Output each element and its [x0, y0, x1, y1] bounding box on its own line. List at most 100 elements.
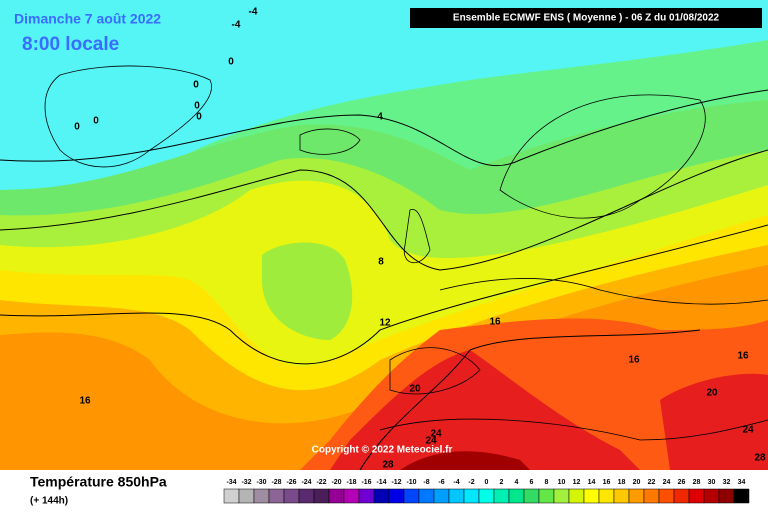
contour-label: 20: [706, 388, 718, 399]
isotherm: [359, 329, 701, 471]
colorbar-swatch: [328, 488, 345, 504]
contour-label: 28: [754, 453, 766, 464]
colorbar-swatch: [403, 488, 420, 504]
copyright: Copyright © 2022 Meteociel.fr: [312, 445, 453, 456]
colorbar-swatch: [523, 488, 540, 504]
coastlines: [44, 65, 768, 441]
contour-label: 0: [93, 116, 99, 127]
temperature-field: [0, 0, 768, 470]
colorbar-tick-label: 8: [545, 479, 549, 486]
colorbar-tick-label: 28: [693, 479, 701, 486]
contour-label: 0: [228, 57, 234, 68]
colorbar-swatch: [553, 488, 570, 504]
colorbar-swatch: [238, 488, 255, 504]
colorbar-swatch: [688, 488, 705, 504]
colorbar-swatch: [628, 488, 645, 504]
colorbar-tick-label: 32: [723, 479, 731, 486]
contour-label: 0: [194, 101, 200, 112]
colorbar-tick-label: -2: [468, 479, 474, 486]
colorbar-swatch: [583, 488, 600, 504]
colorbar-swatch: [538, 488, 555, 504]
contour-label: 28: [382, 460, 394, 471]
colorbar-tick-label: -32: [241, 479, 251, 486]
colorbar-swatch: [268, 488, 285, 504]
field-cool-pocket: [262, 242, 353, 340]
isotherm: [0, 89, 768, 167]
contour-label: 16: [737, 351, 749, 362]
colorbar-tick-label: -30: [256, 479, 266, 486]
colorbar-tick-label: -20: [331, 479, 341, 486]
model-info: Ensemble ECMWF ENS ( Moyenne ) - 06 Z du…: [453, 13, 720, 24]
colorbar-swatch: [433, 488, 450, 504]
contour-label: 24: [430, 429, 442, 440]
contour-label: 16: [489, 317, 501, 328]
field-cyan: [0, 0, 768, 190]
colorbar-tick-label: 4: [515, 479, 519, 486]
colorbar-tick-label: -12: [391, 479, 401, 486]
date-label: Dimanche 7 août 2022: [14, 11, 161, 27]
time-label: 8:00 locale: [22, 34, 119, 55]
britain: [403, 209, 431, 263]
colorbar-tick-label: -16: [361, 479, 371, 486]
colorbar-tick-label: 20: [633, 479, 641, 486]
colorbar-swatch: [673, 488, 690, 504]
colorbar-tick-label: -8: [423, 479, 429, 486]
colorbar-swatch: [478, 488, 495, 504]
colorbar-tick-label: 34: [738, 479, 746, 486]
colorbar-swatch: [508, 488, 525, 504]
colorbar-tick-label: 24: [663, 479, 671, 486]
colorbar-tick-label: -10: [406, 479, 416, 486]
colorbar-tick-label: 10: [558, 479, 566, 486]
colorbar-tick-label: 14: [588, 479, 596, 486]
colorbar-swatch: [598, 488, 615, 504]
colorbar-swatch: [373, 488, 390, 504]
colorbar: -34 -32 -30 -28 -26 -24 -22 -20 -18 -16 -14 -12 -10-…: [223, 479, 750, 504]
colorbar-swatch: [718, 488, 735, 504]
scandinavia: [499, 94, 706, 219]
colorbar-swatch: [613, 488, 630, 504]
colorbar-swatch: [313, 488, 330, 504]
contour-label: 0: [196, 112, 202, 123]
colorbar-swatch: [643, 488, 660, 504]
colorbar-swatch: [388, 488, 405, 504]
colorbar-swatch: [343, 488, 360, 504]
colorbar-tick-label: -24: [301, 479, 311, 486]
colorbar-tick-label: 16: [603, 479, 611, 486]
contour-label: -4: [232, 20, 241, 31]
colorbar-swatch: [733, 488, 750, 504]
iberia: [389, 347, 481, 395]
field-darkred: [400, 451, 530, 470]
colorbar-tick-label: -14: [376, 479, 386, 486]
contour-label: 8: [378, 257, 384, 268]
colorbar-tick-label: 6: [530, 479, 534, 486]
isotherm: [0, 149, 768, 271]
colorbar-tick-label: 2: [500, 479, 504, 486]
contour-label: 4: [377, 112, 383, 123]
colorbar-swatch: [448, 488, 465, 504]
contour-label: 16: [79, 396, 91, 407]
colorbar-tick-label: -6: [438, 479, 444, 486]
isotherm: [0, 224, 768, 365]
field-red-east: [660, 373, 768, 470]
colorbar-tick-label: 30: [708, 479, 716, 486]
colorbar-swatch: [418, 488, 435, 504]
europe-south: [439, 278, 768, 305]
colorbar-swatch: [568, 488, 585, 504]
colorbar-swatch: [358, 488, 375, 504]
isotherms: [0, 89, 768, 471]
colorbar-tick-label: -18: [346, 479, 356, 486]
colorbar-tick-label: 12: [573, 479, 581, 486]
contour-label: 12: [379, 318, 391, 329]
contour-label: 16: [628, 355, 640, 366]
colorbar-tick-label: -28: [271, 479, 281, 486]
contour-label: 24: [425, 436, 437, 447]
colorbar-tick-label: -4: [453, 479, 459, 486]
contour-label: -4: [249, 7, 258, 18]
colorbar-tick-label: -22: [316, 479, 326, 486]
footer-lead: (+ 144h): [30, 496, 68, 507]
contour-label: 20: [409, 384, 421, 395]
footer-title: Température 850hPa: [30, 474, 167, 490]
colorbar-tick-label: 22: [648, 479, 656, 486]
